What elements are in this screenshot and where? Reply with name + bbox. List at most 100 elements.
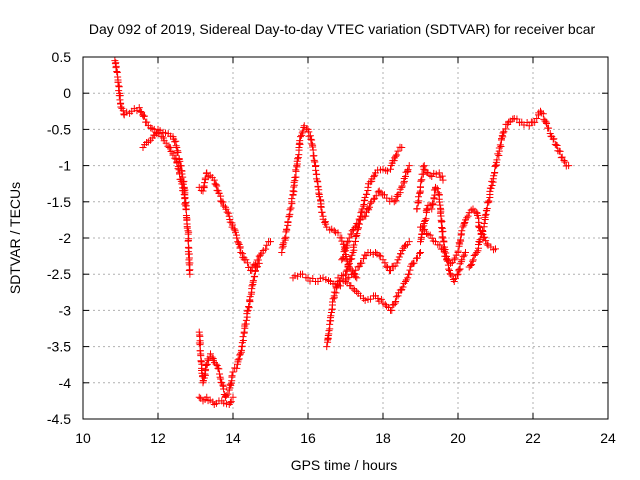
data-point-interp <box>422 215 430 223</box>
data-point-interp <box>186 266 194 274</box>
data-point-interp <box>281 236 289 244</box>
data-point-interp <box>361 296 369 304</box>
data-point-interp <box>321 219 329 227</box>
data-point <box>405 162 413 170</box>
data-point-interp <box>351 270 359 278</box>
data-point-interp <box>390 301 398 309</box>
data-point-interp <box>496 141 504 149</box>
data-point-interp <box>550 135 558 143</box>
data-point-interp <box>481 211 489 219</box>
data-point-interp <box>239 333 247 341</box>
data-point-interp <box>421 226 429 234</box>
data-point-interp <box>543 119 551 127</box>
data-point-interp <box>212 181 220 189</box>
data-point <box>561 158 569 166</box>
data-point-interp <box>445 265 453 273</box>
data-point-interp <box>531 118 539 126</box>
data-point-interp <box>314 183 322 191</box>
data-point-interp <box>123 108 131 116</box>
data-point-interp <box>242 256 250 264</box>
data-point-interp <box>119 107 127 115</box>
data-point-interp <box>429 199 437 207</box>
data-point-interp <box>302 274 310 282</box>
data-point <box>199 187 207 195</box>
data-point-interp <box>413 205 421 213</box>
data-point-interp <box>475 222 483 230</box>
data-point-interp <box>366 295 374 303</box>
chart-title: Day 092 of 2019, Sidereal Day-to-day VTE… <box>89 21 596 37</box>
data-point-interp <box>393 151 401 159</box>
data-point-interp <box>253 263 261 271</box>
data-point-interp <box>491 162 499 170</box>
data-point-interp <box>240 329 248 337</box>
data-point-interp <box>327 308 335 316</box>
data-point-interp <box>362 190 370 198</box>
data-point <box>195 393 203 401</box>
data-point-interp <box>112 64 120 72</box>
data-point-interp <box>443 253 451 261</box>
data-point-interp <box>352 232 360 240</box>
data-point-interp <box>315 193 323 201</box>
data-point-interp <box>208 174 216 182</box>
data-point-interp <box>392 197 400 205</box>
data-point-interp <box>197 394 205 402</box>
data-point-interp <box>344 261 352 269</box>
y-axis-label: SDTVAR / TECUs <box>7 182 23 294</box>
data-point-interp <box>467 206 475 214</box>
data-point-interp <box>315 189 323 197</box>
data-point-interp <box>208 353 216 361</box>
data-point-interp <box>229 221 237 229</box>
data-point-interp <box>490 246 498 254</box>
data-point-interp <box>201 174 209 182</box>
data-point-interp <box>400 279 408 287</box>
data-point-interp <box>334 229 342 237</box>
data-point-interp <box>115 83 123 91</box>
data-point-interp <box>553 142 561 150</box>
data-point-interp <box>185 266 193 274</box>
data-point-interp <box>429 237 437 245</box>
data-point-interp <box>309 146 317 154</box>
data-point-interp <box>298 129 306 137</box>
data-point <box>297 133 304 141</box>
data-point <box>417 248 424 256</box>
data-point-interp <box>497 142 505 150</box>
data-point-interp <box>328 225 336 233</box>
data-point-interp <box>345 237 353 245</box>
y-tick-label: -1.5 <box>47 194 71 210</box>
data-point-interp <box>366 203 374 211</box>
data-point-interp <box>278 244 286 252</box>
data-point-interp <box>201 179 209 187</box>
data-point-interp <box>244 259 252 267</box>
y-tick-label: -2.5 <box>47 266 71 282</box>
data-point-interp <box>179 180 187 188</box>
data-point-interp <box>460 219 468 227</box>
data-point-interp <box>209 398 217 406</box>
data-point-interp <box>480 223 488 231</box>
data-point-interp <box>500 128 508 136</box>
data-point-interp <box>133 107 141 115</box>
data-point-interp <box>486 194 494 202</box>
data-point-interp <box>481 233 489 241</box>
data-point-interp <box>336 234 344 242</box>
data-point-interp <box>493 156 501 164</box>
data-point-interp <box>438 172 446 180</box>
data-point-interp <box>361 194 369 202</box>
data-point-interp <box>227 398 235 406</box>
data-point-interp <box>213 362 221 370</box>
data-point-interp <box>223 400 231 408</box>
data-point-interp <box>299 127 307 135</box>
data-point-interp <box>292 166 300 174</box>
data-point-interp <box>430 186 438 194</box>
x-tick-label: 22 <box>525 430 541 446</box>
x-axis-label: GPS time / hours <box>291 457 398 473</box>
data-point-interp <box>515 119 523 127</box>
data-point <box>439 234 447 242</box>
data-point-interp <box>117 103 125 111</box>
data-point-interp <box>343 275 351 283</box>
data-point-interp <box>171 138 179 146</box>
data-point-interp <box>435 198 443 206</box>
data-point-interp <box>200 182 208 190</box>
data-point-interp <box>446 267 454 275</box>
data-point <box>454 270 462 278</box>
